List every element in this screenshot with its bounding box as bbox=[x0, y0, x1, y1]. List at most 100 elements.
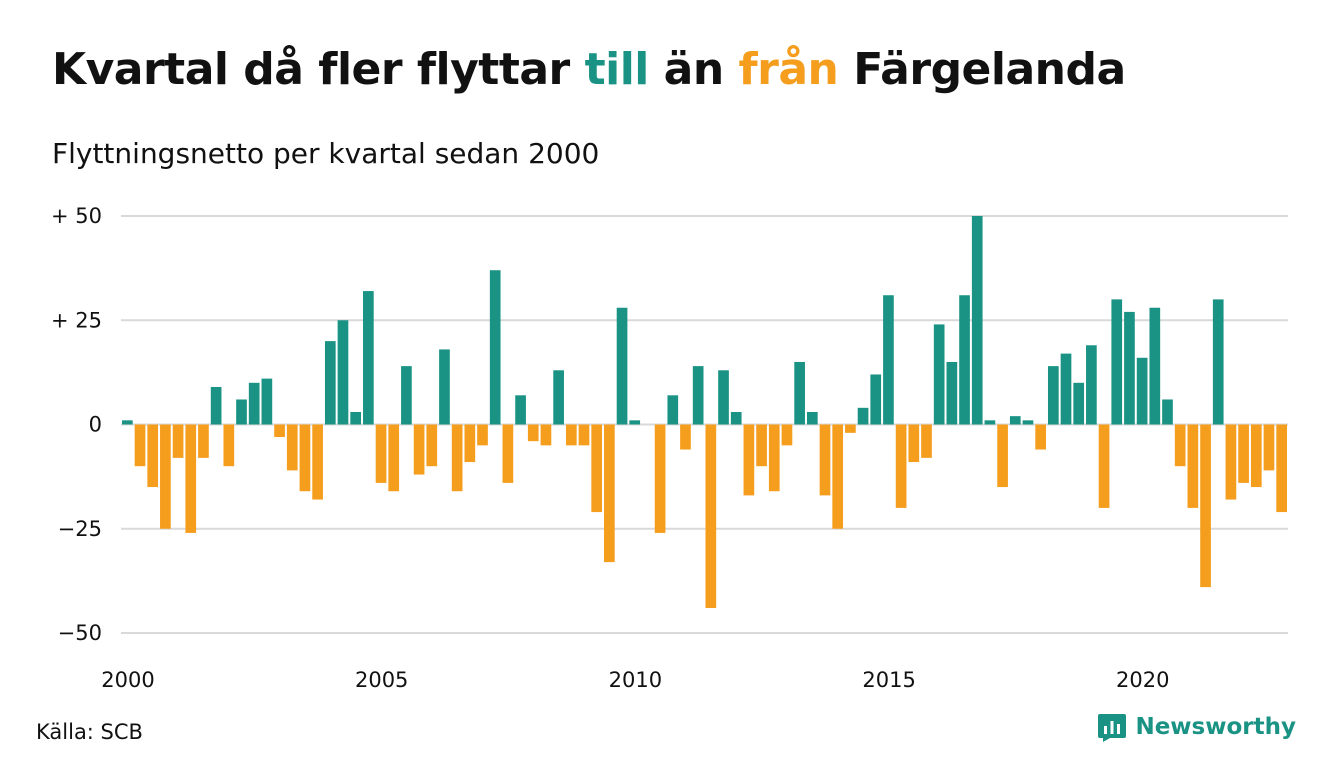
bar-negative bbox=[591, 424, 603, 513]
bar-negative bbox=[756, 424, 767, 467]
bar-positive bbox=[883, 295, 894, 425]
bars bbox=[122, 216, 1287, 608]
brand: Newsworthy bbox=[1097, 712, 1296, 742]
bar-positive bbox=[1212, 299, 1224, 425]
bar-positive bbox=[489, 270, 501, 425]
source-note: Källa: SCB bbox=[36, 720, 143, 744]
bar-negative bbox=[908, 424, 920, 463]
bar-positive bbox=[946, 361, 958, 425]
y-axis-tick-labels: + 50 + 25 0 −25 −50 bbox=[51, 204, 102, 645]
bar-positive bbox=[1009, 416, 1021, 425]
bar-positive bbox=[933, 324, 945, 425]
bar-negative bbox=[388, 424, 400, 492]
bar-positive bbox=[959, 295, 970, 425]
bar-positive bbox=[616, 307, 628, 425]
x-tick-label: 2000 bbox=[101, 668, 154, 692]
bar-negative bbox=[426, 424, 438, 467]
bar-positive bbox=[1073, 382, 1085, 425]
bar-negative bbox=[1225, 424, 1237, 500]
bar-positive bbox=[350, 411, 362, 425]
bar-negative bbox=[565, 424, 577, 446]
bar-negative bbox=[540, 424, 552, 446]
bar-positive bbox=[1124, 311, 1135, 425]
y-tick-label: −25 bbox=[58, 517, 102, 541]
bar-negative bbox=[134, 424, 146, 467]
bar-positive bbox=[629, 420, 641, 425]
bar-negative bbox=[578, 424, 590, 446]
bar-positive bbox=[1149, 307, 1161, 425]
bar-negative bbox=[1035, 424, 1046, 450]
bar-negative bbox=[781, 424, 793, 446]
bar-positive bbox=[1136, 357, 1148, 425]
bar-negative bbox=[1187, 424, 1199, 508]
bar-negative bbox=[845, 424, 856, 433]
bar-negative bbox=[286, 424, 298, 471]
bar-negative bbox=[413, 424, 425, 475]
bar-negative bbox=[312, 424, 323, 500]
bar-positive bbox=[553, 370, 564, 425]
title-word-till: till bbox=[584, 44, 650, 95]
y-tick-label: 0 bbox=[89, 413, 102, 437]
bar-negative bbox=[654, 424, 666, 533]
bar-negative bbox=[198, 424, 209, 458]
bar-negative bbox=[1098, 424, 1110, 508]
bar-positive bbox=[718, 370, 729, 425]
bar-chart: + 50 + 25 0 −25 −50 2000 2005 2010 2015 2020 bbox=[51, 204, 1288, 692]
bar-positive bbox=[324, 341, 336, 425]
bar-negative bbox=[1174, 424, 1186, 467]
bar-positive bbox=[857, 407, 869, 425]
bar-negative bbox=[172, 424, 184, 458]
title-part-2: än bbox=[648, 44, 739, 95]
bar-positive bbox=[984, 420, 996, 425]
bar-negative bbox=[921, 424, 932, 458]
bar-negative bbox=[185, 424, 197, 533]
x-tick-label: 2015 bbox=[862, 668, 915, 692]
bar-positive bbox=[236, 399, 247, 425]
chart-title: Kvartal då fler flyttar till än från Fär… bbox=[52, 44, 1126, 95]
bar-positive bbox=[1111, 299, 1123, 425]
bar-positive bbox=[363, 291, 374, 425]
x-axis-tick-labels: 2000 2005 2010 2015 2020 bbox=[101, 668, 1169, 692]
bar-positive bbox=[248, 382, 260, 425]
bar-negative bbox=[1238, 424, 1249, 483]
title-word-fran: från bbox=[738, 44, 839, 95]
y-tick-label: −50 bbox=[58, 621, 102, 645]
bar-negative bbox=[464, 424, 476, 463]
bar-negative bbox=[160, 424, 171, 529]
bar-negative bbox=[1250, 424, 1262, 488]
bar-negative bbox=[1263, 424, 1275, 471]
bar-negative bbox=[743, 424, 755, 496]
bar-negative bbox=[502, 424, 514, 483]
bar-positive bbox=[730, 411, 742, 425]
x-tick-label: 2010 bbox=[609, 668, 662, 692]
bar-positive bbox=[692, 366, 704, 425]
bar-negative bbox=[604, 424, 615, 563]
bar-negative bbox=[375, 424, 387, 483]
bar-positive bbox=[122, 420, 133, 425]
bar-positive bbox=[971, 216, 983, 425]
bar-negative bbox=[1200, 424, 1211, 588]
bar-negative bbox=[299, 424, 311, 492]
bar-negative bbox=[527, 424, 539, 442]
bar-positive bbox=[210, 386, 222, 425]
bar-negative bbox=[1276, 424, 1287, 513]
bar-negative bbox=[147, 424, 159, 488]
chart-subtitle: Flyttningsnetto per kvartal sedan 2000 bbox=[52, 137, 600, 170]
bar-positive bbox=[870, 374, 882, 425]
bar-negative bbox=[819, 424, 831, 496]
bar-positive bbox=[261, 378, 273, 425]
bar-negative bbox=[997, 424, 1008, 488]
bar-positive bbox=[794, 361, 805, 425]
title-part-3: Färgelanda bbox=[838, 44, 1126, 95]
newsworthy-logo-icon bbox=[1098, 714, 1127, 742]
bar-positive bbox=[439, 349, 450, 425]
bar-positive bbox=[337, 320, 349, 425]
y-tick-label: + 25 bbox=[51, 308, 102, 332]
bar-negative bbox=[223, 424, 235, 467]
title-part-1: Kvartal då fler flyttar bbox=[52, 44, 585, 95]
x-tick-label: 2020 bbox=[1116, 668, 1169, 692]
bar-negative bbox=[895, 424, 907, 508]
bar-positive bbox=[667, 395, 679, 425]
bar-positive bbox=[1022, 420, 1034, 425]
bar-positive bbox=[1060, 353, 1072, 425]
